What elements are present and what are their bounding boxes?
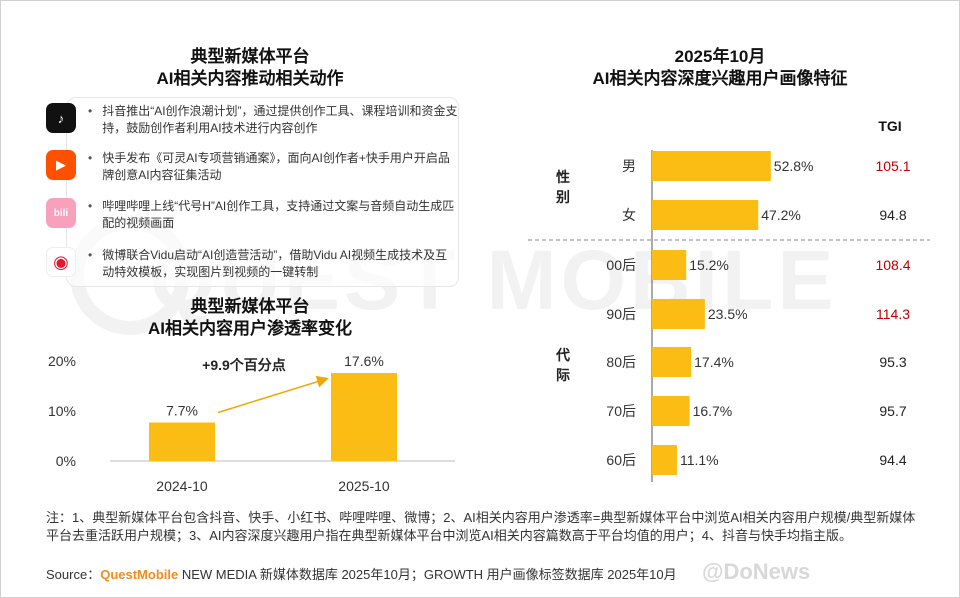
tgi-value: 95.7 [879,403,906,419]
douyin-icon: ♪ [46,103,76,133]
bar-value-label: 17.6% [344,353,384,369]
bar-value-label: 11.1% [680,452,719,468]
bar [652,347,692,377]
y-tick-label: 10% [48,403,76,419]
action-item-bilibili: bili • 哔哩哔哩上线“代号H”AI创作工具，支持通过文案与音频自动生成匹配的… [46,198,458,232]
bar [331,373,397,461]
actions-title-line2: AI相关内容推动相关动作 [156,69,344,88]
tgi-value: 108.4 [875,257,910,273]
row-label: 60后 [606,452,636,468]
bar-value-label: 7.7% [166,403,198,419]
footnote: 注：1、典型新媒体平台包含抖音、快手、小红书、哔哩哔哩、微博；2、AI相关内容用… [46,510,916,543]
actions-title-line1: 典型新媒体平台 [190,47,310,66]
action-item-douyin: ♪ • 抖音推出“AI创作浪潮计划”，通过提供创作工具、课程培训和资金支持，鼓励创… [46,103,458,137]
penetration-chart-title: 典型新媒体平台 AI相关内容用户渗透率变化 [110,296,390,340]
penetration-title-line2: AI相关内容用户渗透率变化 [148,319,352,338]
row-label: 男 [622,158,636,174]
x-tick-label: 2025-10 [338,478,390,494]
tgi-value: 95.3 [879,354,906,370]
action-text: 抖音推出“AI创作浪潮计划”，通过提供创作工具、课程培训和资金支持，鼓励创作者利… [102,104,458,135]
profile-title-line1: 2025年10月 [674,47,766,66]
bar-value-label: 16.7% [693,403,733,419]
donews-watermark: @DoNews [702,559,811,584]
tgi-value: 94.8 [879,207,906,223]
tgi-value: 114.3 [876,306,910,322]
row-label: 00后 [606,257,636,273]
tgi-header: TGI [878,118,901,134]
bar [652,396,690,426]
action-text: 微博联合Vidu启动“AI创造营活动”，借助Vidu AI视频生成技术及互动特效… [102,248,448,279]
penetration-title-line1: 典型新媒体平台 [190,297,310,316]
y-tick-label: 20% [48,353,76,369]
x-tick-label: 2024-10 [156,478,208,494]
bar-value-label: 23.5% [708,306,748,322]
tgi-value: 94.4 [879,452,906,468]
bar-value-label: 47.2% [761,207,801,223]
bar-value-label: 52.8% [774,158,814,174]
profile-title-line2: AI相关内容深度兴趣用户画像特征 [592,69,848,88]
source-rest: NEW MEDIA 新媒体数据库 2025年10月；GROWTH 用户画像标签数… [178,567,677,582]
row-label: 80后 [606,354,636,370]
action-text: 快手发布《可灵AI专项营销通案》，面向AI创作者+快手用户开启品牌创意AI内容征… [102,151,450,182]
row-label: 90后 [606,306,636,322]
actions-title: 典型新媒体平台 AI相关内容推动相关动作 [120,46,380,90]
bar-value-label: 17.4% [694,354,734,370]
action-item-weibo: ◉ • 微博联合Vidu启动“AI创造营活动”，借助Vidu AI视频生成技术及互… [46,247,458,281]
source-brand: QuestMobile [100,567,179,582]
bar [652,200,759,230]
action-text: 哔哩哔哩上线“代号H”AI创作工具，支持通过文案与音频自动生成匹配的视频画面 [102,199,455,230]
action-item-kuaishou: ▶ • 快手发布《可灵AI专项营销通案》，面向AI创作者+快手用户开启品牌创意AI… [46,150,458,184]
bar [652,445,677,475]
source-line: Source：QuestMobile NEW MEDIA 新媒体数据库 2025… [46,564,677,583]
bar [652,250,687,280]
actions-panel [66,97,459,287]
row-label: 女 [622,207,636,223]
group-label-gender: 性 别 [556,169,570,205]
row-label: 70后 [606,403,636,419]
kuaishou-icon: ▶ [46,150,76,180]
y-tick-label: 0% [56,453,76,469]
growth-arrow [217,375,329,414]
tgi-value: 105.1 [875,158,910,174]
bar [149,422,215,461]
group-label-generation: 代 际 [556,347,570,383]
bar-value-label: 15.2% [689,257,729,273]
bar [652,151,771,181]
growth-annotation: +9.9个百分点 [202,357,286,373]
bilibili-icon: bili [46,198,76,228]
profile-chart-title: 2025年10月 AI相关内容深度兴趣用户画像特征 [560,46,880,90]
bar [652,299,705,329]
source-prefix: Source： [46,567,101,582]
weibo-icon: ◉ [46,247,76,277]
